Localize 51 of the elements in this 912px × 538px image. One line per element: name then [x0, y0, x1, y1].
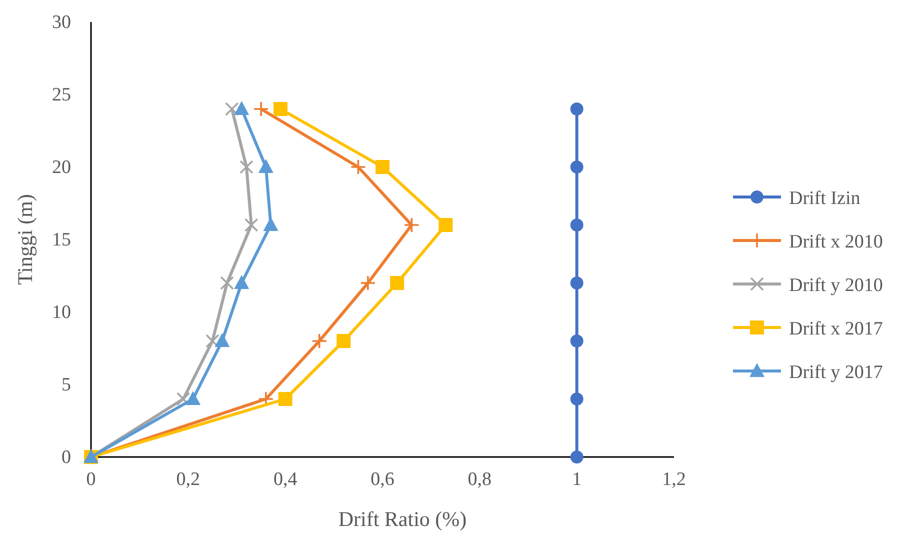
- y-tick-label: 5: [62, 374, 71, 396]
- point: [206, 334, 220, 348]
- legend-label: Drift x 2010: [789, 232, 883, 252]
- point: [220, 276, 234, 290]
- point: [360, 275, 376, 291]
- point: [258, 159, 274, 173]
- point: [224, 102, 239, 116]
- point: [273, 102, 288, 116]
- x-tick-label: 0: [86, 469, 96, 490]
- point: [376, 160, 390, 174]
- y-tick-label: 20: [52, 157, 71, 178]
- legend-label: Drift Izin: [789, 188, 861, 209]
- x-tick-label: 0,4: [273, 469, 298, 490]
- point: [570, 218, 584, 232]
- x-tick-label: 0,8: [468, 469, 492, 490]
- x-tick-label: 1,2: [662, 469, 686, 490]
- point: [234, 275, 250, 289]
- legend-label: Drift y 2010: [789, 275, 883, 296]
- y-tick-label: 25: [52, 84, 71, 106]
- point: [234, 101, 250, 115]
- point: [404, 217, 420, 233]
- point: [570, 276, 584, 290]
- point: [438, 218, 453, 232]
- legend-label: Drift x 2017: [789, 318, 883, 340]
- point: [240, 160, 254, 174]
- y-axis-title: Tinggi (m): [13, 194, 37, 285]
- point: [350, 159, 366, 175]
- legend-label: Drift y 2017: [789, 362, 883, 383]
- point: [253, 101, 269, 117]
- point: [336, 334, 351, 348]
- point: [214, 333, 230, 347]
- y-tick-label: 15: [52, 230, 71, 250]
- point: [570, 450, 584, 464]
- y-tick-label: 30: [52, 12, 71, 33]
- point: [176, 392, 190, 406]
- point: [244, 218, 258, 232]
- point: [390, 276, 404, 290]
- x-tick-label: 1: [572, 469, 582, 490]
- y-tick-label: 0: [62, 447, 71, 468]
- point: [570, 392, 584, 406]
- point: [263, 217, 278, 231]
- point: [186, 391, 201, 405]
- x-tick-label: 0,2: [176, 469, 200, 490]
- y-tick-label: 10: [52, 302, 71, 323]
- point: [311, 333, 328, 349]
- x-tick-label: 0,6: [370, 469, 394, 490]
- point: [570, 102, 584, 116]
- x-axis-title: Drift Ratio (%): [338, 507, 467, 531]
- point: [570, 160, 584, 174]
- point: [278, 392, 292, 406]
- point: [570, 334, 584, 348]
